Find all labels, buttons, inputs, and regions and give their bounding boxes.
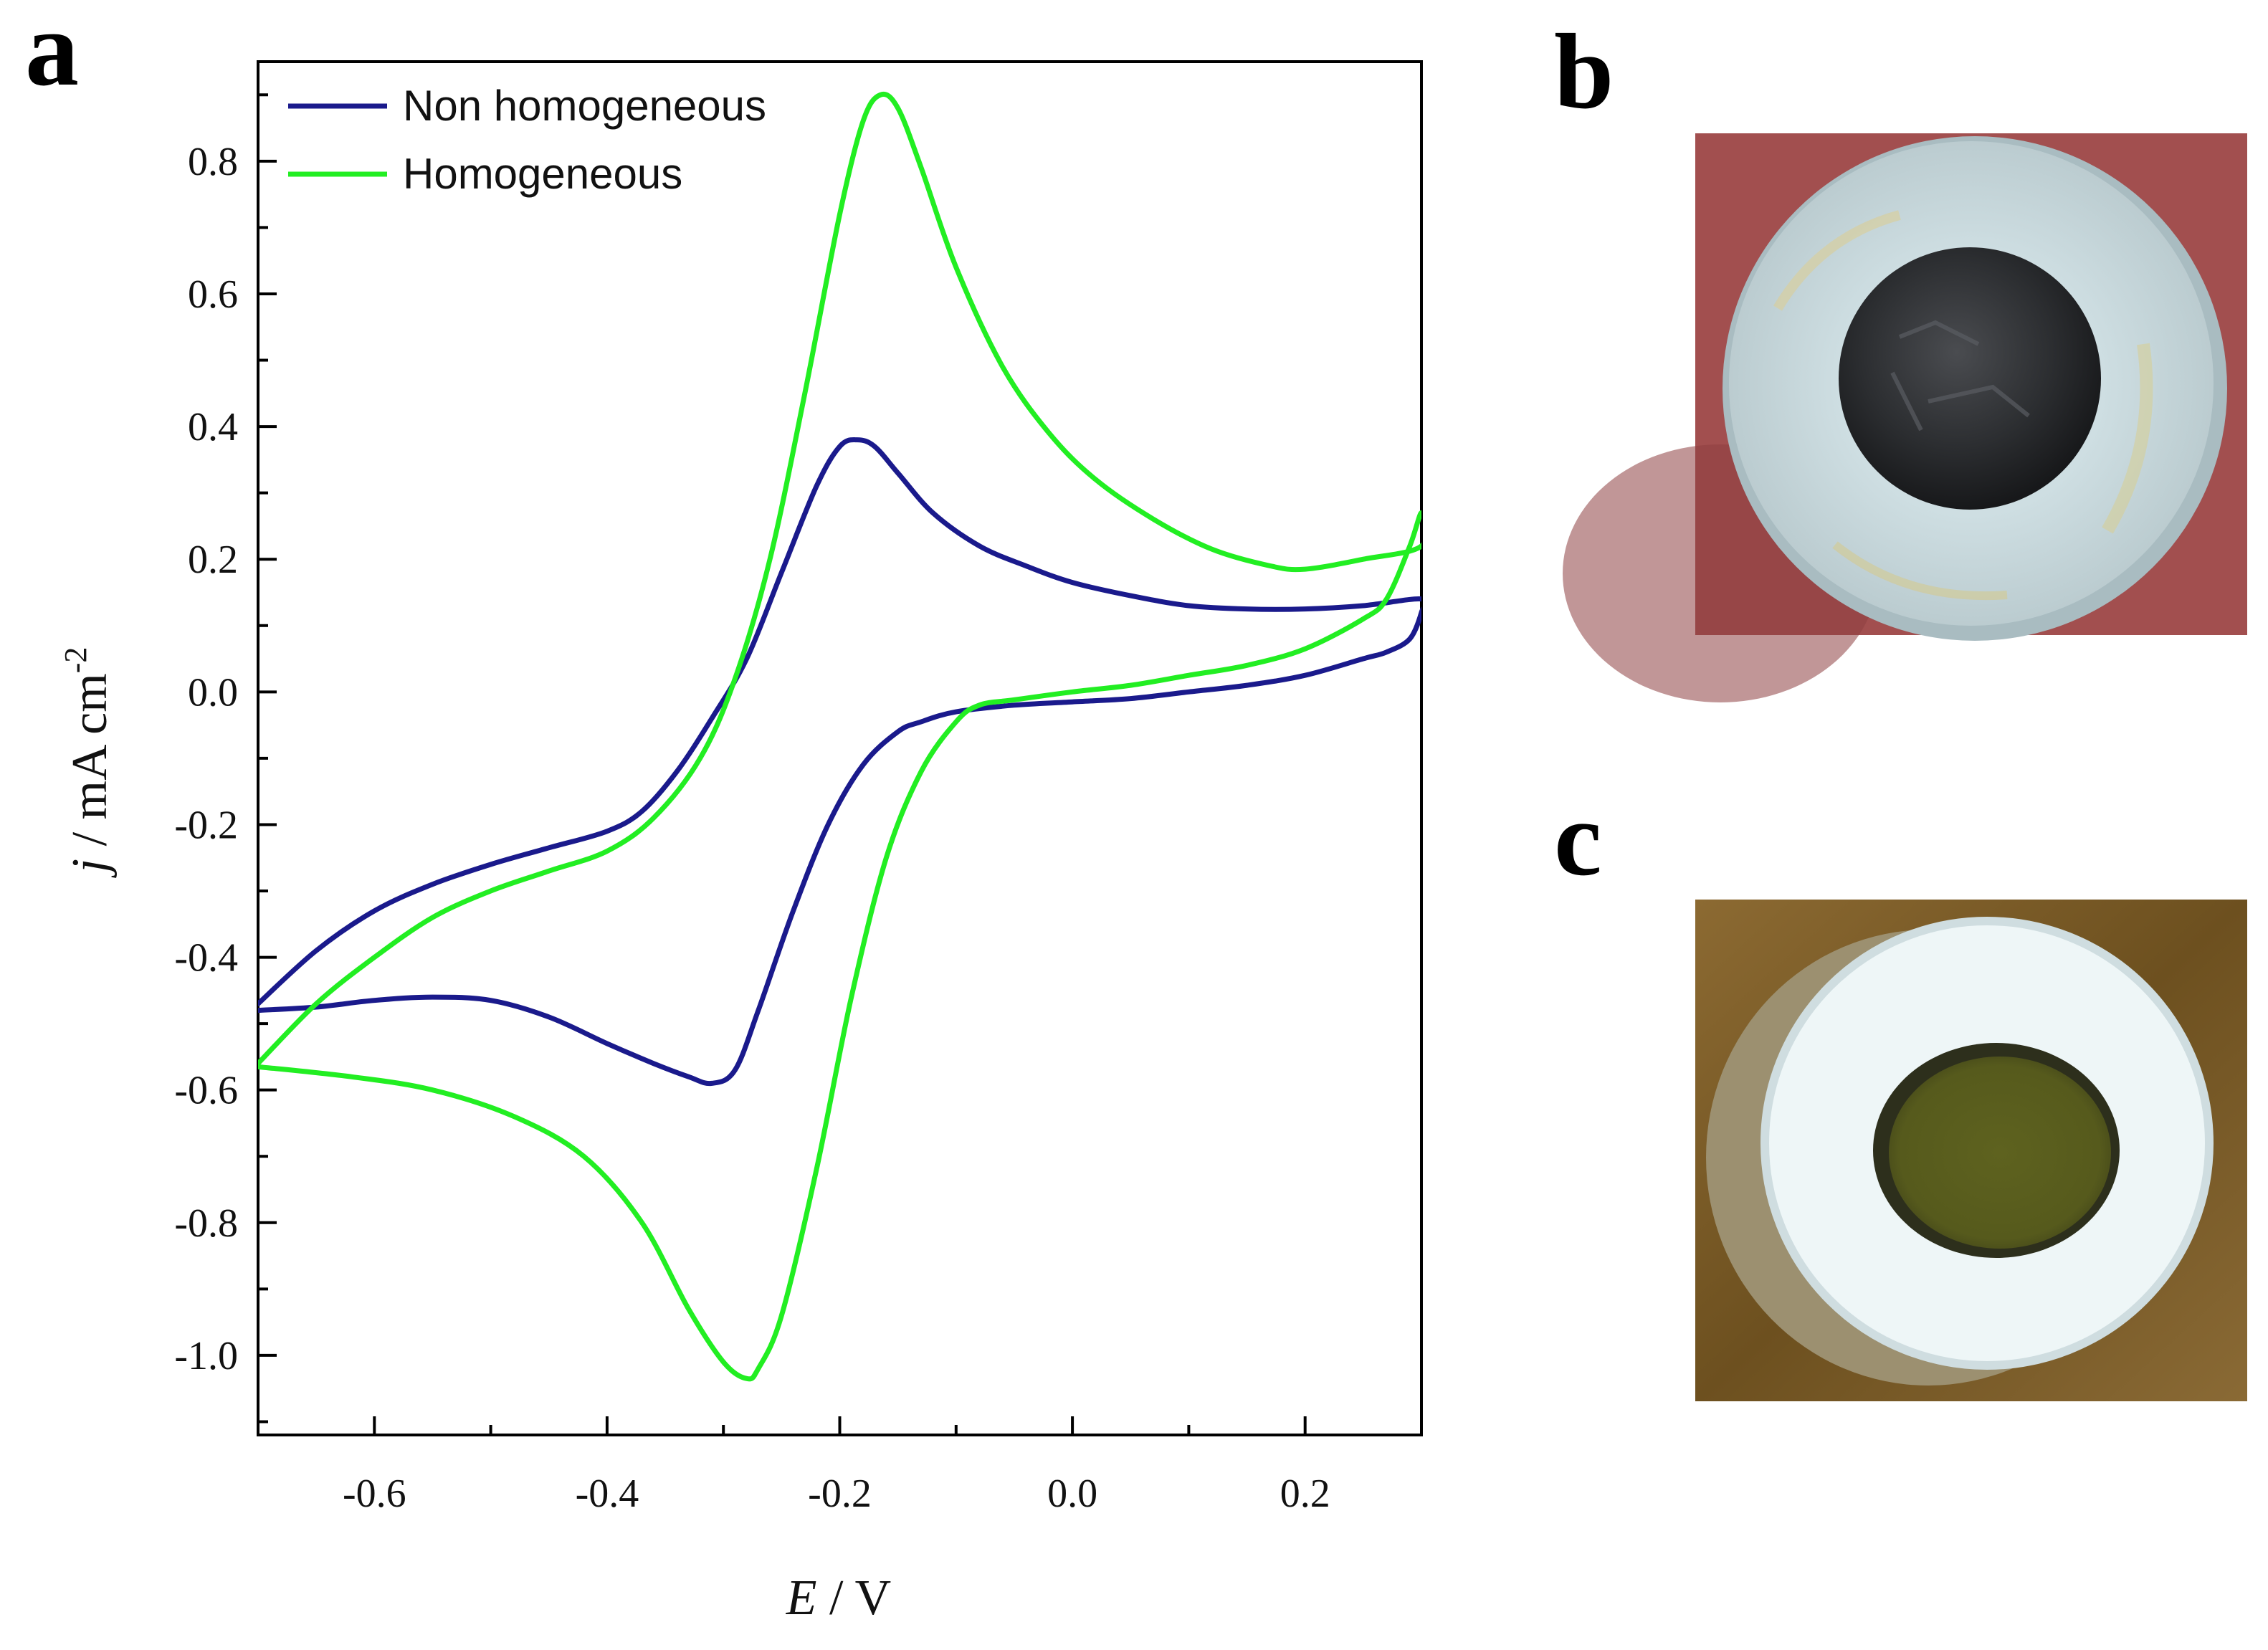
x-axis-unit: / V — [817, 1570, 892, 1626]
x-tick-label: -0.2 — [808, 1472, 872, 1516]
photo-b-residue-2 — [2102, 343, 2153, 534]
photo-b-electrode-core — [1839, 247, 2101, 510]
y-tick-label: 0.8 — [188, 140, 238, 184]
y-tick-label: -0.4 — [174, 936, 238, 981]
panel-label-c: c — [1554, 779, 1602, 898]
y-axis-title: j / mA cm-2 — [58, 647, 118, 879]
photo-c-disk-shade — [1760, 917, 2214, 1370]
series-group — [258, 91, 1421, 1382]
legend: Non homogeneous Homogeneous — [288, 82, 766, 198]
cv-chart: -0.6 -0.4 -0.2 0.0 0.2 0.80.60.40.20.0-0.2-0… — [58, 60, 1423, 1626]
x-axis-var: E — [786, 1570, 817, 1626]
y-tick-label: -0.6 — [174, 1069, 238, 1113]
photo-c-electrode-core — [1889, 1057, 2111, 1249]
y-tick-label: -1.0 — [174, 1334, 238, 1378]
y-tick-label: -0.2 — [174, 803, 238, 847]
x-axis-title: E / V — [786, 1570, 892, 1626]
y-tick-label: 0.0 — [188, 670, 238, 715]
y-axis-var: j — [62, 859, 118, 878]
series-line-non-homogeneous — [258, 437, 1421, 1087]
legend-label-non-homogeneous: Non homogeneous — [403, 82, 766, 130]
y-axis-sup: -2 — [58, 647, 93, 674]
panel-label-b: b — [1554, 12, 1614, 131]
x-tick-label: 0.0 — [1047, 1472, 1097, 1516]
x-tick-label: -0.4 — [576, 1472, 639, 1516]
x-tick-label: 0.2 — [1280, 1472, 1330, 1516]
y-tick-label: 0.4 — [188, 405, 238, 449]
y-tick-labels: 0.8 0.6 0.4 0.2 0.0 -0.2 -0.4 -0.6 -0.8 -1.0 — [174, 140, 238, 1378]
x-tick-label: -0.6 — [343, 1472, 406, 1516]
y-tick-label: 0.6 — [188, 272, 238, 317]
photo-c — [1695, 900, 2247, 1401]
photo-b-core-texture — [1890, 320, 2030, 431]
y-axis-unit: / mA cm — [62, 673, 118, 859]
series-line-homogeneous — [258, 91, 1421, 1382]
photo-b-residue-3 — [1832, 541, 2008, 601]
photo-b-residue — [1773, 210, 1901, 311]
legend-label-homogeneous: Homogeneous — [403, 150, 682, 198]
x-tick-labels: -0.6 -0.4 -0.2 0.0 0.2 — [343, 1472, 1330, 1516]
y-tick-label: 0.2 — [188, 538, 238, 582]
plot-frame — [257, 60, 1423, 1436]
panel-label-a: a — [25, 0, 79, 108]
axis-ticks — [257, 93, 1423, 1435]
photo-b — [1563, 133, 2247, 702]
y-tick-label: -0.8 — [174, 1201, 238, 1246]
